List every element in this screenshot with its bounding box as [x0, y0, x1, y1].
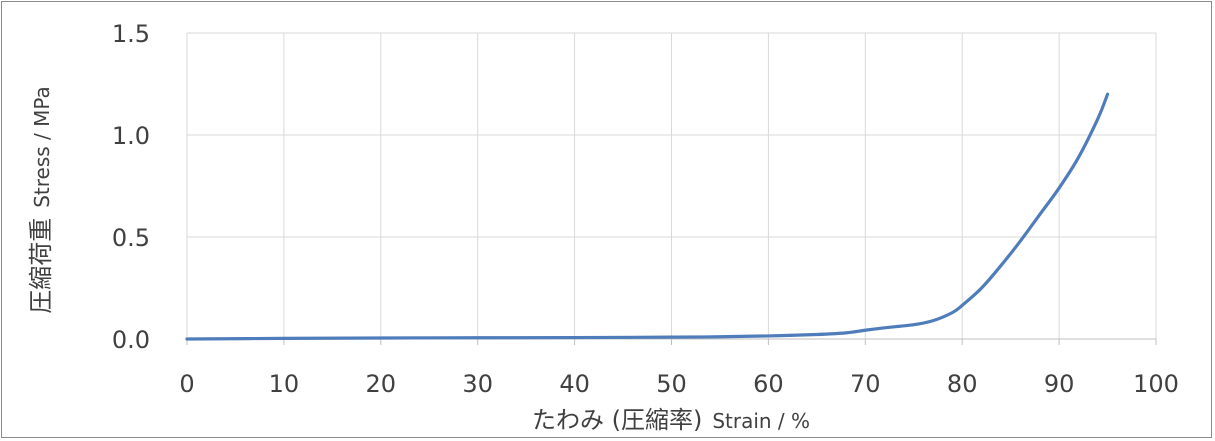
x-tick-label: 70 [850, 370, 881, 398]
x-tick-label: 90 [1044, 370, 1075, 398]
x-tick-label: 0 [179, 370, 194, 398]
x-tick-label: 50 [656, 370, 687, 398]
y-tick-label: 1.5 [112, 20, 150, 48]
series-line [185, 92, 1110, 341]
y-tick-labels: 0.0 0.5 1.0 1.5 [112, 20, 150, 354]
x-tick-label: 10 [269, 370, 300, 398]
series-group [185, 92, 1110, 341]
x-tick-labels: 0 10 20 30 40 50 60 70 80 90 100 [179, 370, 1179, 398]
y-axis-title: 圧縮荷重 Stress / MPa [27, 86, 55, 314]
x-tick-label: 30 [462, 370, 493, 398]
x-axis-title-sub: Strain / % [712, 409, 810, 433]
y-tick-label: 1.0 [112, 122, 150, 150]
y-axis-title-sub: Stress / MPa [30, 86, 54, 208]
x-tick-label: 40 [559, 370, 590, 398]
x-tick-label: 60 [753, 370, 784, 398]
y-axis-title-main: 圧縮荷重 [27, 218, 55, 314]
grid-lines [187, 32, 1157, 339]
y-tick-label: 0.5 [112, 224, 150, 252]
x-tick-label: 100 [1133, 370, 1179, 398]
x-axis-title-main: たわみ (圧縮率) [532, 406, 702, 434]
x-tick-label: 20 [366, 370, 397, 398]
x-axis-title: たわみ (圧縮率) Strain / % [532, 406, 810, 434]
y-tick-label: 0.0 [112, 326, 150, 354]
x-tick-label: 80 [947, 370, 978, 398]
